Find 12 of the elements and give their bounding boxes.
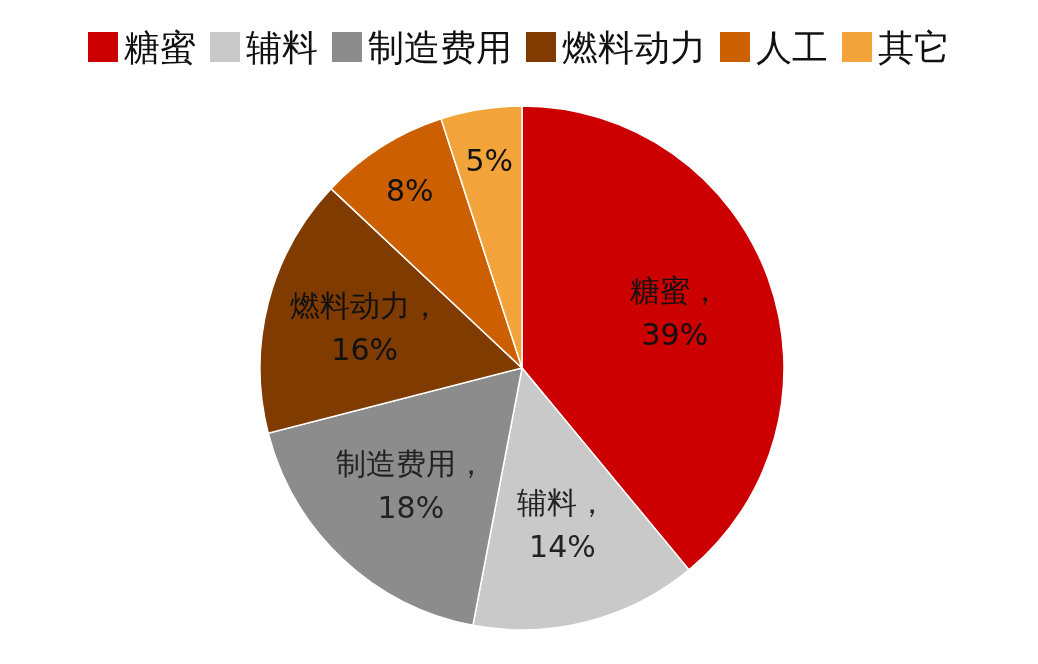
legend-label: 制造费用 [368, 27, 512, 68]
legend-label: 燃料动力 [562, 27, 706, 68]
data-label: 8% [385, 173, 434, 209]
data-label: 燃料动力，16% [289, 287, 440, 367]
data-label: 糖蜜，39% [629, 272, 720, 352]
data-label: 辅料，14% [517, 485, 608, 565]
legend-label: 辅料 [246, 27, 318, 68]
data-label: 5% [465, 142, 514, 178]
legend-label: 糖蜜 [124, 27, 196, 68]
data-label: 制造费用，18% [335, 446, 486, 526]
legend-label: 其它 [878, 27, 950, 68]
legend-label: 人工 [756, 27, 828, 68]
